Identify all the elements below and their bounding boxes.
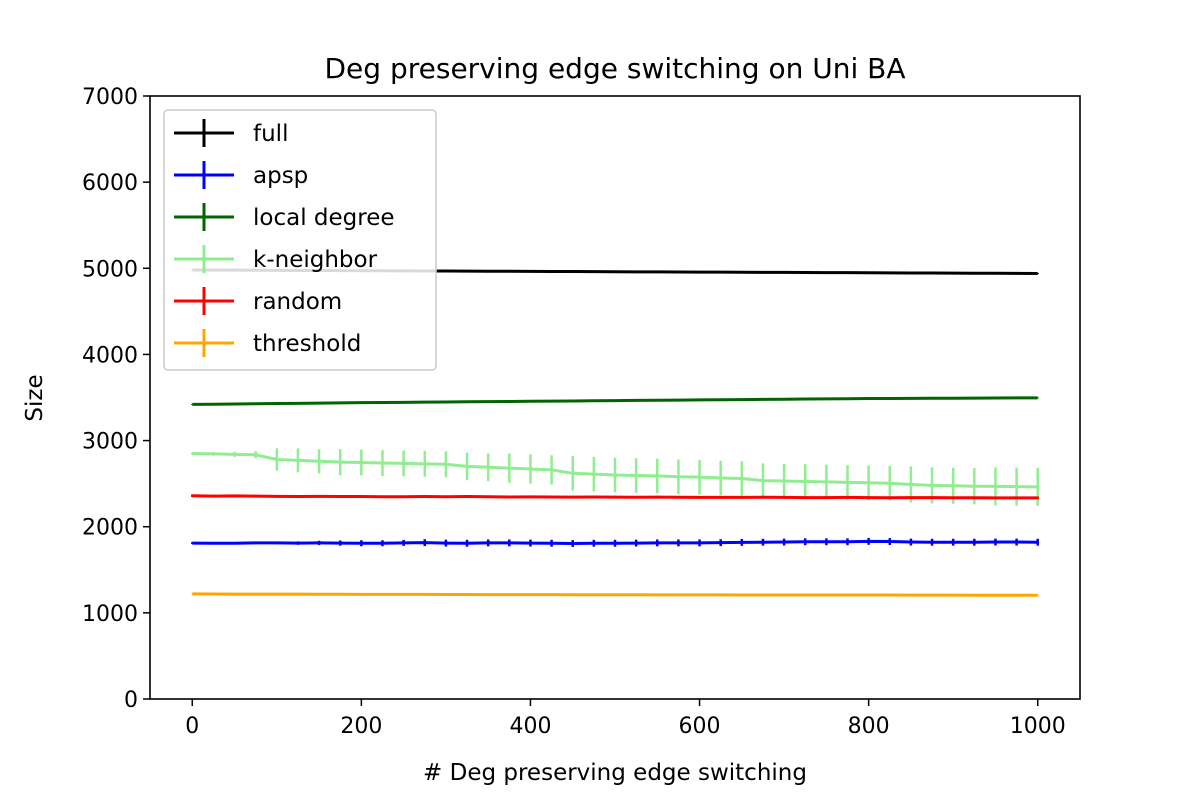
chart-title: Deg preserving edge switching on Uni BA bbox=[325, 52, 906, 85]
series-threshold bbox=[191, 592, 1039, 597]
series-line bbox=[192, 539, 1038, 546]
x-tick-label: 200 bbox=[340, 714, 382, 739]
legend-item: apsp bbox=[174, 161, 308, 189]
legend-label: full bbox=[253, 121, 288, 147]
legend-label: local degree bbox=[253, 205, 395, 231]
plot-frame bbox=[149, 95, 1081, 700]
y-tick-label: 5000 bbox=[82, 257, 138, 282]
legend-label: k-neighbor bbox=[253, 247, 378, 273]
legend-label: random bbox=[253, 289, 342, 315]
series-line bbox=[192, 592, 1038, 597]
legend-label: threshold bbox=[253, 331, 361, 357]
y-axis: 0 1000 2000 3000 4000 5000 6000 7000 bbox=[82, 85, 150, 713]
series-line bbox=[192, 451, 1038, 489]
series-local-degree bbox=[191, 396, 1039, 406]
legend-item: k-neighbor bbox=[174, 245, 378, 273]
series-line bbox=[192, 494, 1038, 500]
x-axis-label: # Deg preserving edge switching bbox=[423, 760, 807, 786]
y-tick-label: 4000 bbox=[82, 343, 138, 368]
series-apsp bbox=[191, 537, 1039, 547]
legend-item: threshold bbox=[174, 329, 361, 357]
x-axis: 0 200 400 600 800 1000 bbox=[185, 699, 1066, 739]
y-tick-label: 6000 bbox=[82, 171, 138, 196]
legend-item: local degree bbox=[174, 203, 395, 231]
x-tick-label: 800 bbox=[848, 714, 890, 739]
legend: full apsp local degree k-neighbor random thre… bbox=[163, 109, 437, 371]
legend-item: random bbox=[174, 287, 342, 315]
series-k-neighbor bbox=[191, 448, 1039, 506]
legend-label: apsp bbox=[253, 163, 308, 189]
y-tick-label: 1000 bbox=[82, 602, 138, 627]
x-tick-label: 1000 bbox=[1010, 714, 1066, 739]
y-tick-label: 0 bbox=[124, 688, 138, 713]
x-tick-label: 0 bbox=[185, 714, 199, 739]
x-tick-label: 400 bbox=[509, 714, 551, 739]
y-axis-label: Size bbox=[22, 374, 48, 421]
y-tick-label: 7000 bbox=[82, 85, 138, 110]
series-random bbox=[191, 494, 1039, 500]
y-tick-label: 3000 bbox=[82, 430, 138, 455]
series-line bbox=[192, 396, 1038, 406]
x-tick-label: 600 bbox=[679, 714, 721, 739]
legend-item: full bbox=[174, 119, 288, 147]
y-tick-label: 2000 bbox=[82, 516, 138, 541]
